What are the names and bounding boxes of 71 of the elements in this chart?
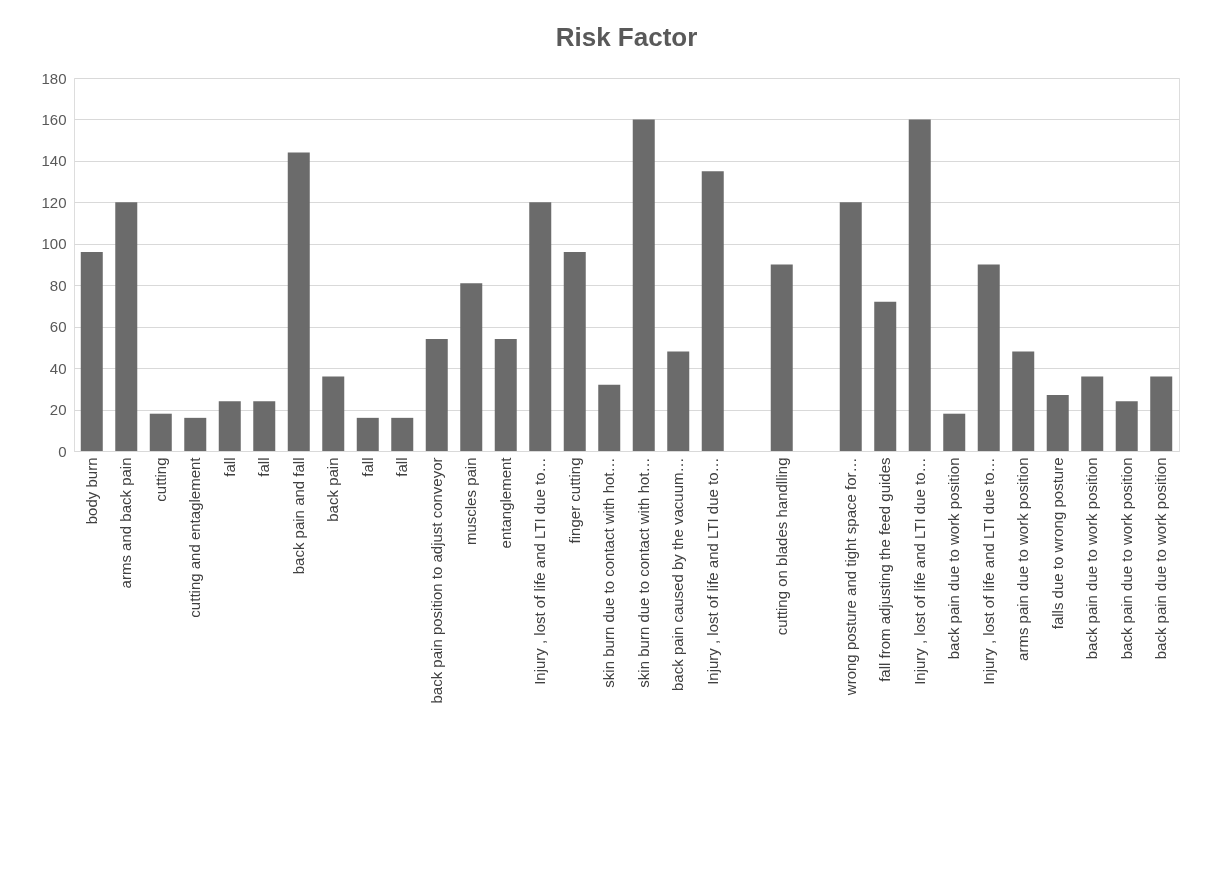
y-tick-label: 120: [41, 193, 67, 211]
x-tick-label: fall: [255, 457, 273, 477]
bar: [908, 119, 931, 451]
x-tick-label: muscles pain: [462, 457, 480, 546]
x-tick-label: arms pain due to work position: [1014, 457, 1032, 661]
x-tick-label: skin burn due to contact with hot…: [634, 457, 652, 688]
y-tick-label: 180: [41, 69, 67, 87]
bar: [1046, 395, 1069, 451]
y-tick-label: 140: [41, 152, 67, 170]
x-tick-label: fall: [358, 457, 376, 477]
bar: [287, 152, 310, 451]
y-tick-label: 80: [49, 276, 67, 294]
y-tick-label: 60: [49, 318, 67, 336]
x-tick-label: back pain position to adjust conveyor: [427, 457, 445, 704]
x-tick-label: back pain and fall: [289, 457, 307, 575]
bar: [253, 401, 276, 451]
x-tick-label: fall: [220, 457, 238, 477]
x-tick-label: skin burn due to contact with hot…: [600, 457, 618, 688]
bar: [184, 417, 207, 451]
bar: [80, 252, 103, 451]
bar: [943, 413, 966, 451]
x-tick-label: Injury , lost of life and LTI due to…: [703, 457, 721, 685]
x-tick-label: Injury , lost of life and LTI due to…: [979, 457, 997, 685]
x-tick-label: finger cutting: [565, 457, 583, 544]
bar: [839, 202, 862, 451]
x-tick-label: fall from adjusting the feed guides: [876, 457, 894, 682]
bar: [770, 264, 793, 451]
x-tick-label: body burn: [82, 457, 100, 525]
x-tick-label: Injury , lost of life and LTI due to…: [910, 457, 928, 685]
x-tick-label: Injury , lost of life and LTI due to…: [531, 457, 549, 685]
x-tick-label: back pain due to work position: [1083, 457, 1101, 660]
bar: [356, 417, 379, 451]
y-tick-label: 40: [49, 359, 67, 377]
x-tick-label: back pain: [324, 457, 342, 522]
chart-title: Risk Factor: [555, 22, 698, 52]
bar: [460, 283, 483, 451]
bar: [874, 301, 897, 451]
y-tick-label: 100: [41, 235, 67, 253]
x-tick-label: entanglement: [496, 456, 514, 549]
x-tick-label: back pain caused by the vacuum…: [669, 457, 687, 691]
y-tick-label: 0: [58, 442, 67, 460]
x-tick-label: cutting: [151, 457, 169, 502]
bar: [149, 413, 172, 451]
bar: [632, 119, 655, 451]
bar: [598, 384, 621, 451]
x-tick-label: arms and back pain: [117, 457, 135, 589]
y-tick-label: 20: [49, 401, 67, 419]
x-tick-label: wrong posture and tight space for…: [841, 457, 859, 697]
x-tick-label: cutting on blades handlling: [772, 457, 790, 636]
x-tick-label: back pain due to work position: [1152, 457, 1170, 660]
y-tick-label: 160: [41, 110, 67, 128]
bar: [494, 339, 517, 451]
x-tick-label: cutting and entaglement: [186, 456, 204, 618]
bar: [563, 252, 586, 451]
x-tick-label: back pain due to work position: [1117, 457, 1135, 660]
bar: [391, 417, 414, 451]
bar: [218, 401, 241, 451]
bar: [425, 339, 448, 451]
x-tick-label: fall: [393, 457, 411, 477]
bar: [322, 376, 345, 451]
bar: [1115, 401, 1138, 451]
bar: [667, 351, 690, 451]
bar: [1081, 376, 1104, 451]
bar: [115, 202, 138, 451]
bar: [977, 264, 1000, 451]
bar: [701, 171, 724, 451]
x-tick-label: back pain due to work position: [945, 457, 963, 660]
bar: [1150, 376, 1173, 451]
bar: [1012, 351, 1035, 451]
x-tick-label: falls due to wrong posture: [1048, 457, 1066, 630]
bar: [529, 202, 552, 451]
